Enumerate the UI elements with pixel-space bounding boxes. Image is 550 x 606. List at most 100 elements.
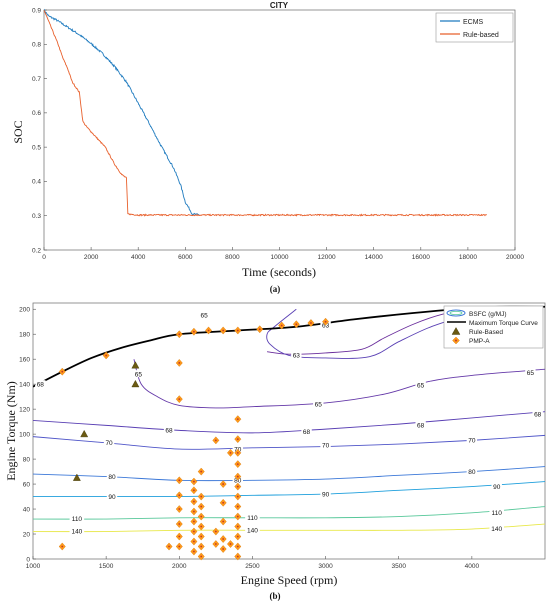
pmp-a-point: [219, 326, 227, 335]
x-tick-label-b: 2000: [172, 563, 187, 570]
y-tick-label-b: 60: [23, 481, 31, 488]
contour-label-bg: [69, 515, 85, 523]
pmp-a-point: [58, 542, 66, 551]
pmp-a-point: [234, 512, 242, 521]
contour-label-bg: [291, 351, 302, 359]
pmp-a-point: [175, 505, 183, 513]
pmp-a-point: [175, 395, 183, 404]
pmp-a-point: [227, 448, 234, 457]
x-tick-label-a: 0: [42, 254, 46, 261]
pmp-a-point: [190, 547, 198, 556]
contour-label: 90: [322, 491, 330, 498]
y-tick-label-b: 180: [19, 332, 30, 339]
contour-label: 65: [201, 313, 209, 320]
contour-label-bg: [466, 436, 478, 444]
contour-label-bg: [163, 426, 175, 434]
pmp-a-point: [227, 540, 234, 548]
y-tick-label-a: 0.7: [32, 76, 41, 83]
soc-chart: CITY 0 2000 4000 6000 8000 10000 12000 14000 160…: [11, 1, 524, 294]
contour-label: 68: [303, 429, 311, 436]
pmp-a-point: [190, 517, 198, 526]
contour-label: 80: [234, 478, 242, 485]
x-tick-label-a: 20000: [506, 254, 524, 261]
rule-based-point: [131, 361, 140, 369]
bsfc-contour-140: [33, 523, 545, 533]
contour-label: 70: [105, 440, 113, 447]
pmp-a-point: [234, 482, 242, 491]
contour-label-bg: [415, 421, 426, 429]
contour-label-bg: [415, 381, 426, 389]
bsfc-map-chart: 6868686868656565656563637070707080808090…: [4, 302, 546, 601]
y-axis-label-a: SOC: [11, 120, 25, 143]
contour-label: 68: [417, 423, 425, 430]
legend-swatch-bsfc: [446, 309, 466, 317]
pmp-a-point: [234, 552, 242, 561]
contour-label: 68: [165, 428, 173, 435]
contour-label: 80: [468, 469, 476, 476]
pmp-a-point: [212, 436, 220, 445]
pmp-a-point: [190, 507, 198, 516]
x-axis-label-b: Engine Speed (rpm): [241, 573, 338, 587]
contour-label: 65: [527, 370, 535, 377]
pmp-a-point: [197, 467, 205, 476]
contour-label-bg: [106, 492, 118, 500]
contour-label-bg: [232, 445, 243, 453]
panel-label-a: (a): [270, 284, 281, 294]
y-tick-label-b: 80: [23, 456, 31, 463]
legend-label-pmp-a: PMP-A: [469, 338, 490, 345]
y-tick-label-a: 0.2: [32, 247, 41, 254]
legend-swatch-rule-based-b: [451, 327, 461, 335]
pmp-a-point: [234, 435, 242, 444]
contour-label-bg: [532, 410, 543, 418]
pmp-a-point: [292, 320, 300, 329]
rule-based-point: [131, 379, 140, 388]
pmp-a-point: [234, 472, 242, 481]
y-tick-label-b: 20: [23, 531, 31, 538]
pmp-a-point: [234, 326, 242, 335]
pmp-a-point: [197, 522, 205, 531]
pmp-a-point: [197, 502, 205, 511]
y-tick-label-b: 0: [26, 556, 30, 563]
contour-label: 110: [72, 516, 83, 523]
contour-label-bg: [320, 490, 331, 498]
contour-label-bg: [69, 527, 85, 535]
pmp-a-point: [322, 317, 330, 326]
pmp-a-point: [175, 491, 183, 500]
bsfc-contour-65: [133, 359, 545, 409]
pmp-a-point: [234, 542, 242, 551]
pmp-a-point: [175, 330, 183, 339]
pmp-a-point: [197, 492, 205, 501]
legend-swatch-pmp-a-dot: [455, 339, 457, 342]
pmp-a-point: [175, 359, 183, 367]
contour-label-bg: [245, 513, 260, 521]
contour-label: 140: [247, 527, 258, 534]
pmp-a-point: [212, 540, 220, 548]
pmp-a-point: [234, 502, 242, 511]
contour-label: 68: [534, 411, 542, 418]
pmp-a-point: [175, 520, 183, 528]
bsfc-contour-110: [33, 506, 545, 520]
pmp-a-point: [219, 545, 227, 553]
contour-label-bg: [35, 380, 46, 388]
x-tick-label-b: 3500: [391, 563, 406, 570]
pmp-a-point: [190, 486, 198, 495]
x-tick-label-b: 3000: [318, 563, 333, 570]
contour-label-bg: [525, 368, 536, 376]
contour-label: 65: [135, 371, 143, 378]
contour-label: 110: [492, 510, 503, 517]
x-tick-label-b: 1000: [26, 563, 41, 570]
x-tick-label-b: 4000: [465, 563, 480, 570]
contour-label: 65: [315, 401, 323, 408]
pmp-a-point: [205, 326, 213, 335]
pmp-a-point: [219, 517, 227, 526]
y-tick-label-a: 0.9: [32, 7, 41, 14]
contour-label-bg: [466, 467, 478, 475]
pmp-a-point: [234, 522, 242, 531]
contour-label: 110: [247, 515, 258, 522]
pmp-a-point: [190, 527, 198, 536]
pmp-a-point: [278, 321, 286, 330]
bsfc-contour-68: [33, 411, 545, 434]
legend-b: BSFC (g/MJ) Maximum Torque Curve Rule-Ba…: [443, 305, 544, 349]
contour-label-bg: [301, 427, 312, 435]
